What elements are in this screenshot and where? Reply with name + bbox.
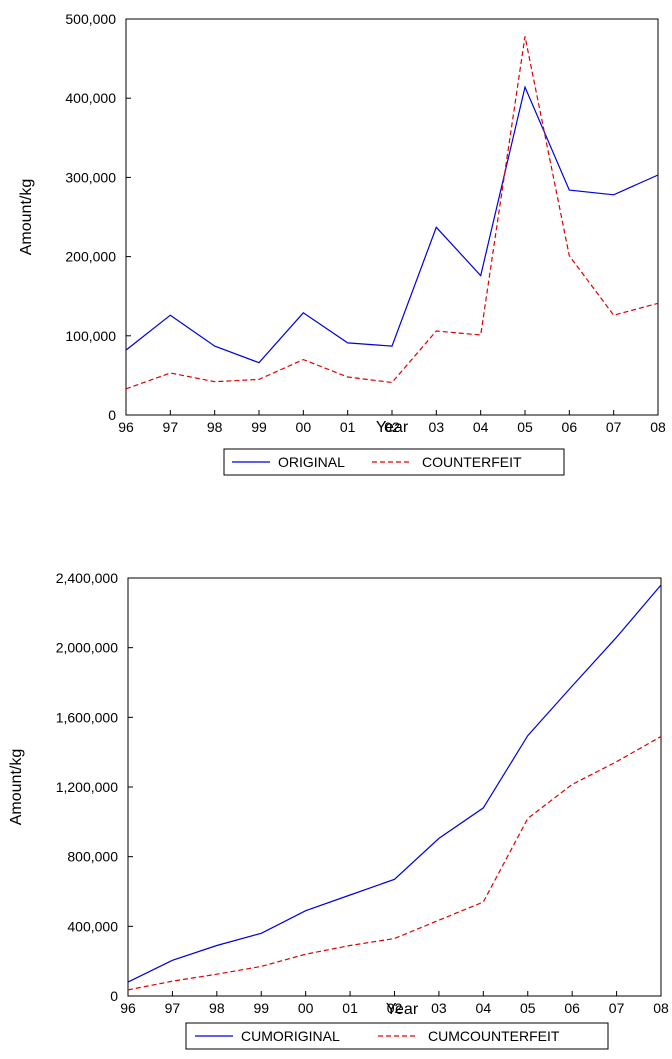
chart-1-series-line-counterfeit: [125, 36, 659, 390]
chart-1-x-tick-label: 97: [163, 419, 179, 435]
chart-1-x-tick-label: 00: [296, 419, 312, 435]
chart-2-legend-label-cumoriginal: CUMORIGINAL: [241, 1028, 340, 1044]
chart-1-y-tick-label: 100,000: [65, 328, 116, 344]
chart-2-x-tick-label: 00: [298, 1000, 314, 1016]
chart-1-series: [125, 36, 659, 390]
chart-2-x-tick-label: 06: [564, 1000, 580, 1016]
chart-1-y-tick-label: 500,000: [65, 11, 116, 27]
chart-1-x-tick-label: 96: [118, 419, 134, 435]
chart-1-x-tick-label: 04: [473, 419, 489, 435]
chart-1-x-tick-label: 02: [384, 419, 400, 435]
chart-1-y-tick-label: 200,000: [65, 249, 116, 265]
chart-2-x-tick-label: 08: [653, 1000, 669, 1016]
chart-1-x-tick-label: 98: [207, 419, 223, 435]
chart-1-legend-box: [223, 448, 565, 476]
chart-2-x-axis-title: Year: [386, 1001, 419, 1018]
chart-2-x-tick-label: 97: [165, 1000, 181, 1016]
chart-1-legend: ORIGINAL COUNTERFEIT: [223, 448, 565, 476]
chart-2-y-tick-label: 2,000,000: [56, 640, 118, 656]
chart-2-x-tick-label: 99: [253, 1000, 269, 1016]
chart-1-series-line-original: [125, 85, 659, 364]
chart-1-y-tick-label: 300,000: [65, 169, 116, 185]
chart-2-x-tick-label: 02: [387, 1000, 403, 1016]
chart-2-x-ticks: 96 97 98 99 00 01 02 03 04 05 06 07 08: [120, 991, 669, 1016]
chart-1-x-tick-label: 05: [517, 419, 533, 435]
chart-2-x-tick-label: 98: [209, 1000, 225, 1016]
chart-2-series-line-cumcounterfeit: [127, 735, 662, 991]
chart-1-x-tick-label: 03: [429, 419, 445, 435]
chart-2: 0 400,000 800,000 1,200,000 1,600,000 2,000,0…: [8, 570, 669, 1050]
chart-1-y-axis-title: Amount/kg: [18, 179, 35, 255]
chart-2-y-tick-label: 2,400,000: [56, 570, 118, 586]
chart-1-legend-label-counterfeit: COUNTERFEIT: [422, 454, 522, 470]
chart-2-x-tick-label: 04: [476, 1000, 492, 1016]
chart-2-y-tick-label: 400,000: [67, 918, 118, 934]
chart-1-y-tick-label: 0: [108, 407, 116, 423]
chart-2-x-tick-label: 07: [609, 1000, 625, 1016]
chart-2-y-axis-title: Amount/kg: [8, 749, 25, 825]
chart-1-plot-frame: [125, 18, 659, 416]
chart-2-legend-label-cumcounterfeit: CUMCOUNTERFEIT: [428, 1028, 560, 1044]
chart-1-x-tick-label: 06: [562, 419, 578, 435]
chart-1-x-tick-label: 01: [340, 419, 356, 435]
chart-2-y-ticks: 0 400,000 800,000 1,200,000 1,600,000 2,000,0…: [56, 570, 133, 1004]
chart-1-x-tick-label: 07: [606, 419, 622, 435]
chart-1-x-axis-title: Year: [376, 419, 409, 436]
chart-1-y-tick-label: 400,000: [65, 90, 116, 106]
chart-1-legend-label-original: ORIGINAL: [278, 454, 345, 470]
chart-1-x-tick-label: 99: [251, 419, 267, 435]
chart-2-x-tick-label: 01: [342, 1000, 358, 1016]
chart-2-y-tick-label: 800,000: [67, 849, 118, 865]
chart-2-x-tick-label: 05: [520, 1000, 536, 1016]
chart-2-plot-frame: [127, 577, 662, 997]
chart-1-x-ticks: 96 97 98 99 00 01 02 03 04 05 06 07 08: [118, 410, 666, 435]
chart-2-y-tick-label: 1,600,000: [56, 709, 118, 725]
chart-1-x-tick-label: 08: [650, 419, 666, 435]
chart-2-y-tick-label: 0: [110, 988, 118, 1004]
chart-2-legend: CUMORIGINAL CUMCOUNTERFEIT: [185, 1022, 609, 1050]
chart-2-x-tick-label: 96: [120, 1000, 136, 1016]
chart-1-y-ticks: 0 100,000 200,000 300,000 400,000 500,000: [65, 11, 131, 423]
chart-2-x-tick-label: 03: [431, 1000, 447, 1016]
chart-2-series: [127, 584, 662, 991]
chart-2-y-tick-label: 1,200,000: [56, 779, 118, 795]
chart-2-series-line-cumoriginal: [127, 584, 662, 983]
